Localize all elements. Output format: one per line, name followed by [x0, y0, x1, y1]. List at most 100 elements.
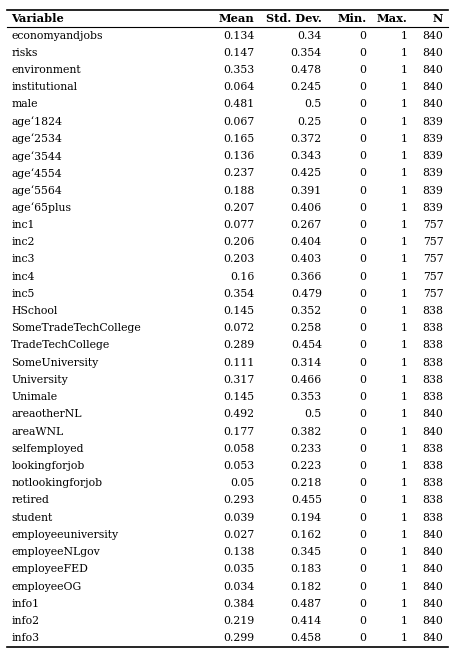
Text: 0: 0: [360, 409, 367, 419]
Text: 0.406: 0.406: [291, 203, 322, 213]
Text: 0.165: 0.165: [223, 134, 254, 144]
Text: 0.223: 0.223: [290, 461, 322, 471]
Text: notlookingforjob: notlookingforjob: [11, 478, 103, 488]
Text: 0: 0: [360, 134, 367, 144]
Text: 0.466: 0.466: [291, 375, 322, 385]
Text: 0.111: 0.111: [223, 358, 254, 368]
Text: 0: 0: [360, 254, 367, 265]
Text: 1: 1: [400, 306, 407, 316]
Text: 840: 840: [423, 547, 443, 557]
Text: 0.353: 0.353: [223, 65, 254, 75]
Text: 757: 757: [423, 220, 443, 230]
Text: 838: 838: [422, 496, 443, 505]
Text: selfemployed: selfemployed: [11, 444, 84, 454]
Text: 840: 840: [423, 82, 443, 92]
Text: 0.314: 0.314: [291, 358, 322, 368]
Text: 0.245: 0.245: [291, 82, 322, 92]
Text: Unimale: Unimale: [11, 392, 58, 402]
Text: 1: 1: [400, 530, 407, 540]
Text: 0.162: 0.162: [290, 530, 322, 540]
Text: 0: 0: [360, 220, 367, 230]
Text: 0.233: 0.233: [290, 444, 322, 454]
Text: 0.072: 0.072: [223, 323, 254, 333]
Text: 0: 0: [360, 203, 367, 213]
Text: 757: 757: [423, 272, 443, 282]
Text: 0.203: 0.203: [223, 254, 254, 265]
Text: 840: 840: [423, 100, 443, 110]
Text: age‘3544: age‘3544: [11, 151, 62, 162]
Text: 838: 838: [422, 358, 443, 368]
Text: 0.479: 0.479: [291, 289, 322, 299]
Text: SomeTradeTechCollege: SomeTradeTechCollege: [11, 323, 141, 333]
Text: 0.267: 0.267: [291, 220, 322, 230]
Text: 757: 757: [423, 289, 443, 299]
Text: 1: 1: [400, 237, 407, 247]
Text: 0: 0: [360, 565, 367, 574]
Text: 0: 0: [360, 100, 367, 110]
Text: 839: 839: [423, 203, 443, 213]
Text: 1: 1: [400, 82, 407, 92]
Text: 0: 0: [360, 168, 367, 179]
Text: 1: 1: [400, 340, 407, 351]
Text: 1: 1: [400, 254, 407, 265]
Text: 1: 1: [400, 547, 407, 557]
Text: 840: 840: [423, 565, 443, 574]
Text: 0: 0: [360, 461, 367, 471]
Text: age‘1824: age‘1824: [11, 116, 62, 127]
Text: 838: 838: [422, 478, 443, 488]
Text: 1: 1: [400, 151, 407, 161]
Text: 1: 1: [400, 65, 407, 75]
Text: 1: 1: [400, 392, 407, 402]
Text: 757: 757: [423, 237, 443, 247]
Text: employeeuniversity: employeeuniversity: [11, 530, 118, 540]
Text: 0.353: 0.353: [291, 392, 322, 402]
Text: 0: 0: [360, 530, 367, 540]
Text: 0: 0: [360, 151, 367, 161]
Text: 0.183: 0.183: [290, 565, 322, 574]
Text: inc3: inc3: [11, 254, 35, 265]
Text: 0: 0: [360, 358, 367, 368]
Text: 0.206: 0.206: [223, 237, 254, 247]
Text: 840: 840: [423, 599, 443, 609]
Text: 0.5: 0.5: [305, 100, 322, 110]
Text: inc5: inc5: [11, 289, 35, 299]
Text: 0.317: 0.317: [223, 375, 254, 385]
Text: 1: 1: [400, 633, 407, 643]
Text: 0: 0: [360, 582, 367, 591]
Text: inc4: inc4: [11, 272, 35, 282]
Text: inc2: inc2: [11, 237, 35, 247]
Text: retired: retired: [11, 496, 49, 505]
Text: 0: 0: [360, 306, 367, 316]
Text: 1: 1: [400, 31, 407, 40]
Text: 1: 1: [400, 616, 407, 626]
Text: 0.138: 0.138: [223, 547, 254, 557]
Text: 0.064: 0.064: [223, 82, 254, 92]
Text: environment: environment: [11, 65, 81, 75]
Text: 840: 840: [423, 31, 443, 40]
Text: 1: 1: [400, 358, 407, 368]
Text: 0: 0: [360, 616, 367, 626]
Text: age‘2534: age‘2534: [11, 134, 62, 144]
Text: 0.382: 0.382: [290, 426, 322, 437]
Text: 0.058: 0.058: [223, 444, 254, 454]
Text: 0.16: 0.16: [230, 272, 254, 282]
Text: 0.354: 0.354: [223, 289, 254, 299]
Text: 1: 1: [400, 186, 407, 196]
Text: 840: 840: [423, 616, 443, 626]
Text: 1: 1: [400, 461, 407, 471]
Text: 838: 838: [422, 323, 443, 333]
Text: 840: 840: [423, 48, 443, 58]
Text: N: N: [433, 13, 443, 24]
Text: 0: 0: [360, 340, 367, 351]
Text: University: University: [11, 375, 68, 385]
Text: 1: 1: [400, 323, 407, 333]
Text: Variable: Variable: [11, 13, 64, 24]
Text: 0: 0: [360, 478, 367, 488]
Text: 757: 757: [423, 254, 443, 265]
Text: 0: 0: [360, 186, 367, 196]
Text: 0.289: 0.289: [223, 340, 254, 351]
Text: 838: 838: [422, 461, 443, 471]
Text: 0.384: 0.384: [223, 599, 254, 609]
Text: 0: 0: [360, 48, 367, 58]
Text: 1: 1: [400, 168, 407, 179]
